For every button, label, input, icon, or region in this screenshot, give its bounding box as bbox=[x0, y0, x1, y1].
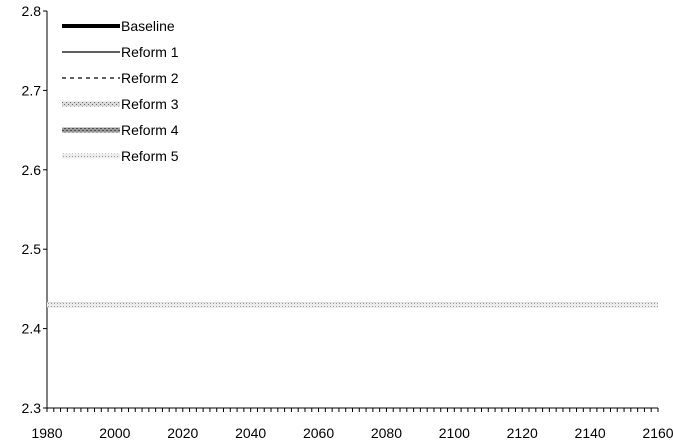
x-tick-label: 2060 bbox=[303, 425, 334, 441]
x-tick-label: 2100 bbox=[439, 425, 470, 441]
x-tick-label: 2140 bbox=[575, 425, 606, 441]
legend-label: Reform 3 bbox=[121, 96, 179, 112]
axes: 2.3 2.4 2.5 2.6 2.7 2.8 1980 2000 2020 2040 2060 20… bbox=[22, 3, 673, 441]
x-tick-label: 2160 bbox=[642, 425, 673, 441]
x-tick-label: 2000 bbox=[99, 425, 130, 441]
legend-label: Reform 1 bbox=[121, 44, 179, 60]
legend-label: Reform 2 bbox=[121, 70, 179, 86]
x-tick-label: 1980 bbox=[31, 425, 62, 441]
x-tick-label: 2040 bbox=[235, 425, 266, 441]
x-tick-label: 2080 bbox=[371, 425, 402, 441]
y-tick-label: 2.8 bbox=[22, 3, 42, 19]
legend-label: Reform 5 bbox=[121, 148, 179, 164]
y-tick-label: 2.5 bbox=[22, 241, 42, 257]
y-tick-label: 2.4 bbox=[22, 321, 42, 337]
x-tick-label: 2120 bbox=[507, 425, 538, 441]
y-tick-label: 2.6 bbox=[22, 162, 42, 178]
legend-label: Baseline bbox=[121, 18, 175, 34]
legend-label: Reform 4 bbox=[121, 122, 179, 138]
x-tick-label: 2020 bbox=[167, 425, 198, 441]
y-tick-label: 2.7 bbox=[22, 82, 42, 98]
y-tick-label: 2.3 bbox=[22, 400, 42, 416]
legend: Baseline Reform 1 Reform 2 Reform 3 Reform 4… bbox=[62, 18, 179, 164]
